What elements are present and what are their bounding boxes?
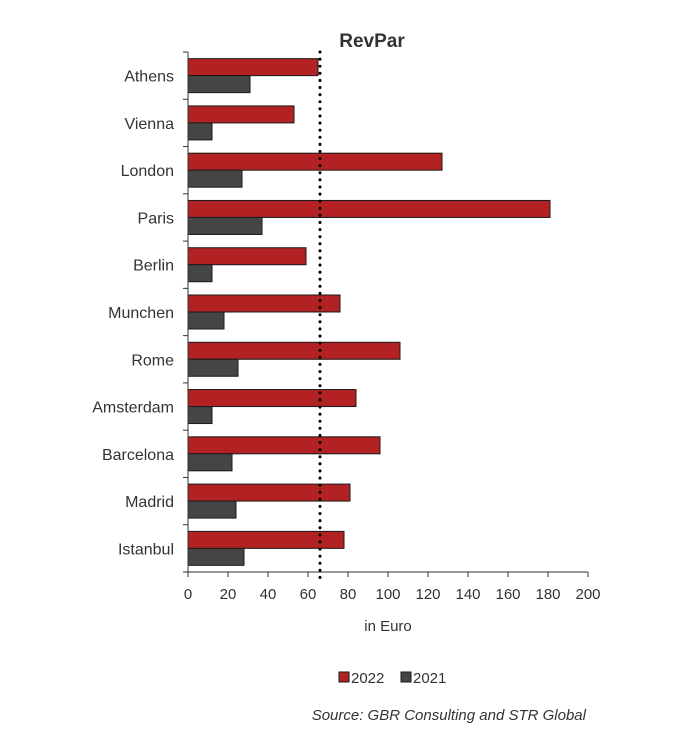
axes-layer: Athens Vienna London Paris Berlin Munchen Rome… (92, 50, 601, 603)
bar-2021-london (187, 169, 243, 188)
x-tick-label: 60 (300, 586, 317, 603)
x-tick-label: 80 (340, 586, 357, 603)
bar-2021-athens (187, 75, 251, 94)
x-tick-label: 140 (455, 586, 480, 603)
x-tick-label: 180 (535, 586, 560, 603)
category-label: Amsterdam (92, 400, 174, 417)
legend-label-2022: 2022 (351, 670, 384, 687)
bar-2021-munchen (187, 311, 225, 330)
bar-2021-istanbul (187, 547, 245, 566)
x-tick-label: 100 (375, 586, 400, 603)
category-label: Athens (124, 69, 174, 86)
category-label: Rome (131, 352, 174, 369)
bar-2022-rome (187, 341, 401, 360)
bar-2022-berlin (187, 247, 307, 266)
bar-2022-paris (187, 199, 551, 218)
bar-2021-berlin (187, 264, 213, 283)
bar-2022-munchen (187, 294, 341, 313)
category-label: Berlin (133, 258, 174, 275)
category-label: Paris (138, 210, 174, 227)
legend-swatch-2022 (338, 671, 350, 683)
source-note: Source: GBR Consulting and STR Global (311, 707, 586, 724)
legend-label-2021: 2021 (413, 670, 446, 687)
x-tick-label: 200 (575, 586, 600, 603)
bar-2022-athens (187, 58, 319, 77)
category-label: London (121, 163, 174, 180)
bar-2021-paris (187, 216, 263, 235)
category-label: Madrid (125, 494, 174, 511)
bar-2022-madrid (187, 483, 351, 502)
x-tick-label: 40 (260, 586, 277, 603)
bar-2022-barcelona (187, 436, 381, 455)
x-axis-label: in Euro (364, 618, 412, 635)
category-label: Barcelona (102, 447, 174, 464)
category-label: Munchen (108, 305, 174, 322)
bar-2022-london (187, 152, 443, 171)
legend: 2022 2021 (338, 670, 446, 687)
bars-layer (187, 58, 551, 566)
chart-title: RevPar (339, 31, 405, 52)
bar-2021-vienna (187, 122, 213, 141)
x-tick-label: 0 (184, 586, 192, 603)
category-label: Istanbul (118, 541, 174, 558)
legend-swatch-2021 (400, 671, 412, 683)
bar-2021-amsterdam (187, 406, 213, 425)
x-tick-label: 160 (495, 586, 520, 603)
bar-2021-barcelona (187, 453, 233, 472)
bar-2022-amsterdam (187, 389, 357, 408)
category-label: Vienna (124, 116, 174, 133)
bar-2022-vienna (187, 105, 295, 124)
x-tick-label: 20 (220, 586, 237, 603)
bar-2021-madrid (187, 500, 237, 519)
x-tick-label: 120 (415, 586, 440, 603)
bar-2021-rome (187, 358, 239, 377)
